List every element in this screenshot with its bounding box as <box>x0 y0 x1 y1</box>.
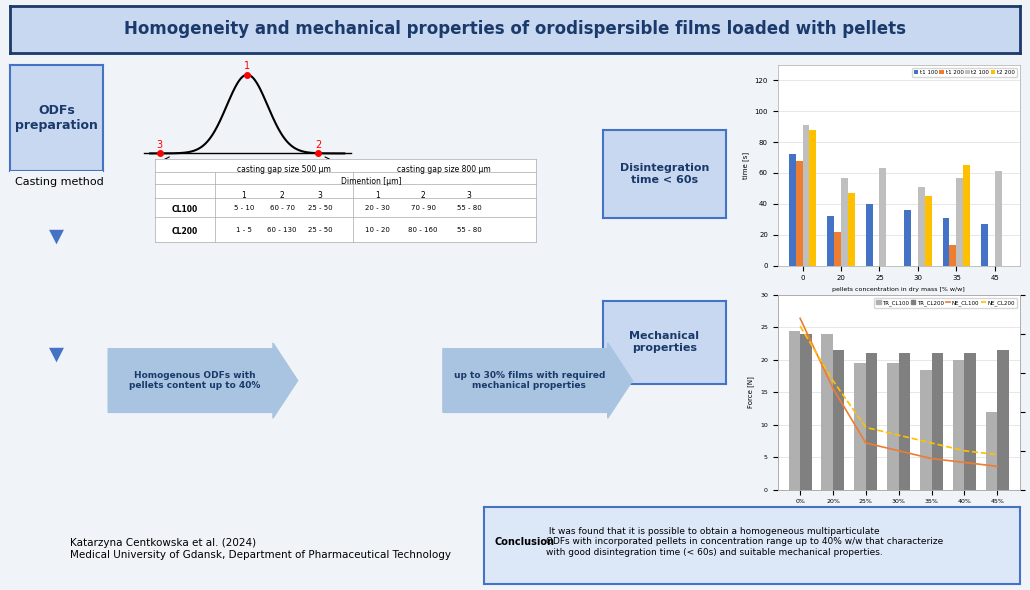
NE_CL100 <box>991 463 1003 470</box>
Bar <box>918 187 925 266</box>
NE_CL200 <box>991 451 1003 458</box>
NE_CL100 <box>860 440 872 447</box>
Text: 55 - 80: 55 - 80 <box>456 205 481 211</box>
Text: CL200: CL200 <box>172 227 198 236</box>
Bar <box>950 245 957 266</box>
Text: 1: 1 <box>242 191 246 199</box>
Text: casting gap size 800 µm: casting gap size 800 µm <box>398 165 491 174</box>
Text: 3: 3 <box>467 191 472 199</box>
Text: 3: 3 <box>318 191 322 199</box>
Y-axis label: time [s]: time [s] <box>743 152 749 179</box>
Bar <box>925 196 932 266</box>
Bar <box>833 350 845 490</box>
Bar <box>942 218 950 266</box>
Text: 2: 2 <box>280 191 284 199</box>
NE_CL200 <box>860 424 872 431</box>
Bar <box>840 178 848 266</box>
NE_CL100 <box>892 447 904 454</box>
Bar <box>887 363 898 490</box>
NE_CL100 <box>958 459 970 466</box>
Text: 5 - 10: 5 - 10 <box>234 205 254 211</box>
NE_CL200 <box>958 447 970 454</box>
Bar <box>802 125 810 266</box>
Text: Dimention [µm]: Dimention [µm] <box>342 178 402 186</box>
Bar <box>827 216 834 266</box>
Text: 25 - 50: 25 - 50 <box>308 205 333 211</box>
Text: 60 - 70: 60 - 70 <box>270 205 295 211</box>
Line: NE_CL200: NE_CL200 <box>800 326 997 455</box>
Bar <box>822 334 833 490</box>
Text: CL100: CL100 <box>172 205 198 214</box>
Text: 70 - 90: 70 - 90 <box>411 205 436 211</box>
Bar <box>920 369 931 490</box>
Bar <box>848 193 855 266</box>
Bar <box>834 231 840 266</box>
Bar <box>995 171 1002 266</box>
Bar <box>865 204 872 266</box>
Text: 1: 1 <box>244 61 250 71</box>
Text: 3: 3 <box>157 140 163 150</box>
Text: Disintegration
time < 60s: Disintegration time < 60s <box>620 163 709 185</box>
Text: It was found that it is possible to obtain a homogeneous multiparticulate
ODFs w: It was found that it is possible to obta… <box>546 527 942 557</box>
Bar <box>880 168 887 266</box>
NE_CL100 <box>794 315 806 322</box>
Bar <box>854 363 866 490</box>
Text: Homogenous ODFs with
pellets content up to 40%: Homogenous ODFs with pellets content up … <box>129 371 261 390</box>
Bar <box>904 210 911 266</box>
Text: ODFs
preparation: ODFs preparation <box>15 104 98 132</box>
Bar <box>810 130 817 266</box>
Text: Homogeneity and mechanical properties of orodispersible films loaded with pellet: Homogeneity and mechanical properties of… <box>124 21 906 38</box>
Text: Conclusion: Conclusion <box>494 537 555 547</box>
Text: 60 - 130: 60 - 130 <box>268 227 297 233</box>
Text: Mechanical
properties: Mechanical properties <box>629 332 699 353</box>
Text: 80 - 160: 80 - 160 <box>409 227 438 233</box>
Legend: t1 100, t1 200, t2 100, t2 200: t1 100, t1 200, t2 100, t2 200 <box>912 68 1017 77</box>
Bar <box>986 412 997 490</box>
Text: 55 - 80: 55 - 80 <box>456 227 481 233</box>
Bar <box>997 350 1008 490</box>
NE_CL200 <box>925 440 937 447</box>
Text: Casting method: Casting method <box>14 177 104 186</box>
NE_CL200 <box>794 323 806 330</box>
NE_CL100 <box>827 385 839 392</box>
Bar <box>789 330 800 490</box>
Text: 2: 2 <box>315 140 321 150</box>
Text: casting gap size 500 µm: casting gap size 500 µm <box>237 165 331 174</box>
Text: 10 - 20: 10 - 20 <box>365 227 390 233</box>
Bar <box>964 353 975 490</box>
Bar <box>898 353 911 490</box>
Bar <box>953 360 964 490</box>
Text: 1: 1 <box>375 191 380 199</box>
Text: ▼: ▼ <box>49 345 64 363</box>
Text: 25 - 50: 25 - 50 <box>308 227 333 233</box>
Text: Katarzyna Centkowska et al. (2024)
Medical University of Gdansk, Department of P: Katarzyna Centkowska et al. (2024) Medic… <box>70 538 451 559</box>
FancyArrow shape <box>108 343 298 418</box>
X-axis label: pellets concentration in dry mass [% w/w]: pellets concentration in dry mass [% w/w… <box>832 510 965 515</box>
NE_CL100 <box>925 455 937 462</box>
Text: 2: 2 <box>421 191 425 199</box>
Text: 20 - 30: 20 - 30 <box>365 205 390 211</box>
Line: NE_CL100: NE_CL100 <box>800 319 997 466</box>
Bar <box>957 178 963 266</box>
Bar <box>981 224 988 266</box>
FancyArrow shape <box>443 343 632 418</box>
Bar <box>795 160 802 266</box>
Text: up to 30% films with required
mechanical properties: up to 30% films with required mechanical… <box>454 371 605 390</box>
Bar <box>866 353 878 490</box>
Text: ▼: ▼ <box>49 227 64 245</box>
Text: 1 - 5: 1 - 5 <box>236 227 252 233</box>
X-axis label: pellets concentration in dry mass [% w/w]: pellets concentration in dry mass [% w/w… <box>832 287 965 292</box>
NE_CL200 <box>827 377 839 384</box>
NE_CL200 <box>892 432 904 439</box>
Bar <box>931 353 943 490</box>
Bar <box>963 165 970 266</box>
Bar <box>789 155 795 266</box>
Y-axis label: Force [N]: Force [N] <box>748 376 755 408</box>
Bar <box>800 334 812 490</box>
Legend: TR_CL100, TR_CL200, NE_CL100, NE_CL200: TR_CL100, TR_CL200, NE_CL100, NE_CL200 <box>874 298 1017 308</box>
